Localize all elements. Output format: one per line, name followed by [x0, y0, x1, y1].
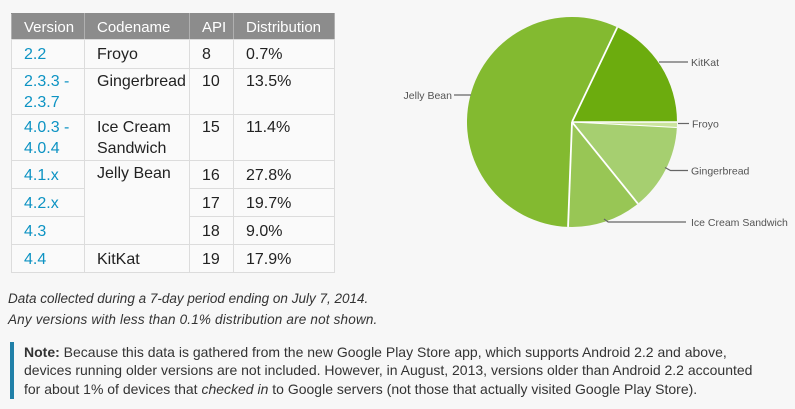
- svg-text:Jelly Bean: Jelly Bean: [404, 90, 453, 102]
- svg-text:Ice Cream Sandwich: Ice Cream Sandwich: [691, 217, 788, 229]
- svg-text:KitKat: KitKat: [691, 57, 719, 69]
- svg-text:Froyo: Froyo: [692, 119, 719, 131]
- svg-text:Gingerbread: Gingerbread: [691, 166, 750, 178]
